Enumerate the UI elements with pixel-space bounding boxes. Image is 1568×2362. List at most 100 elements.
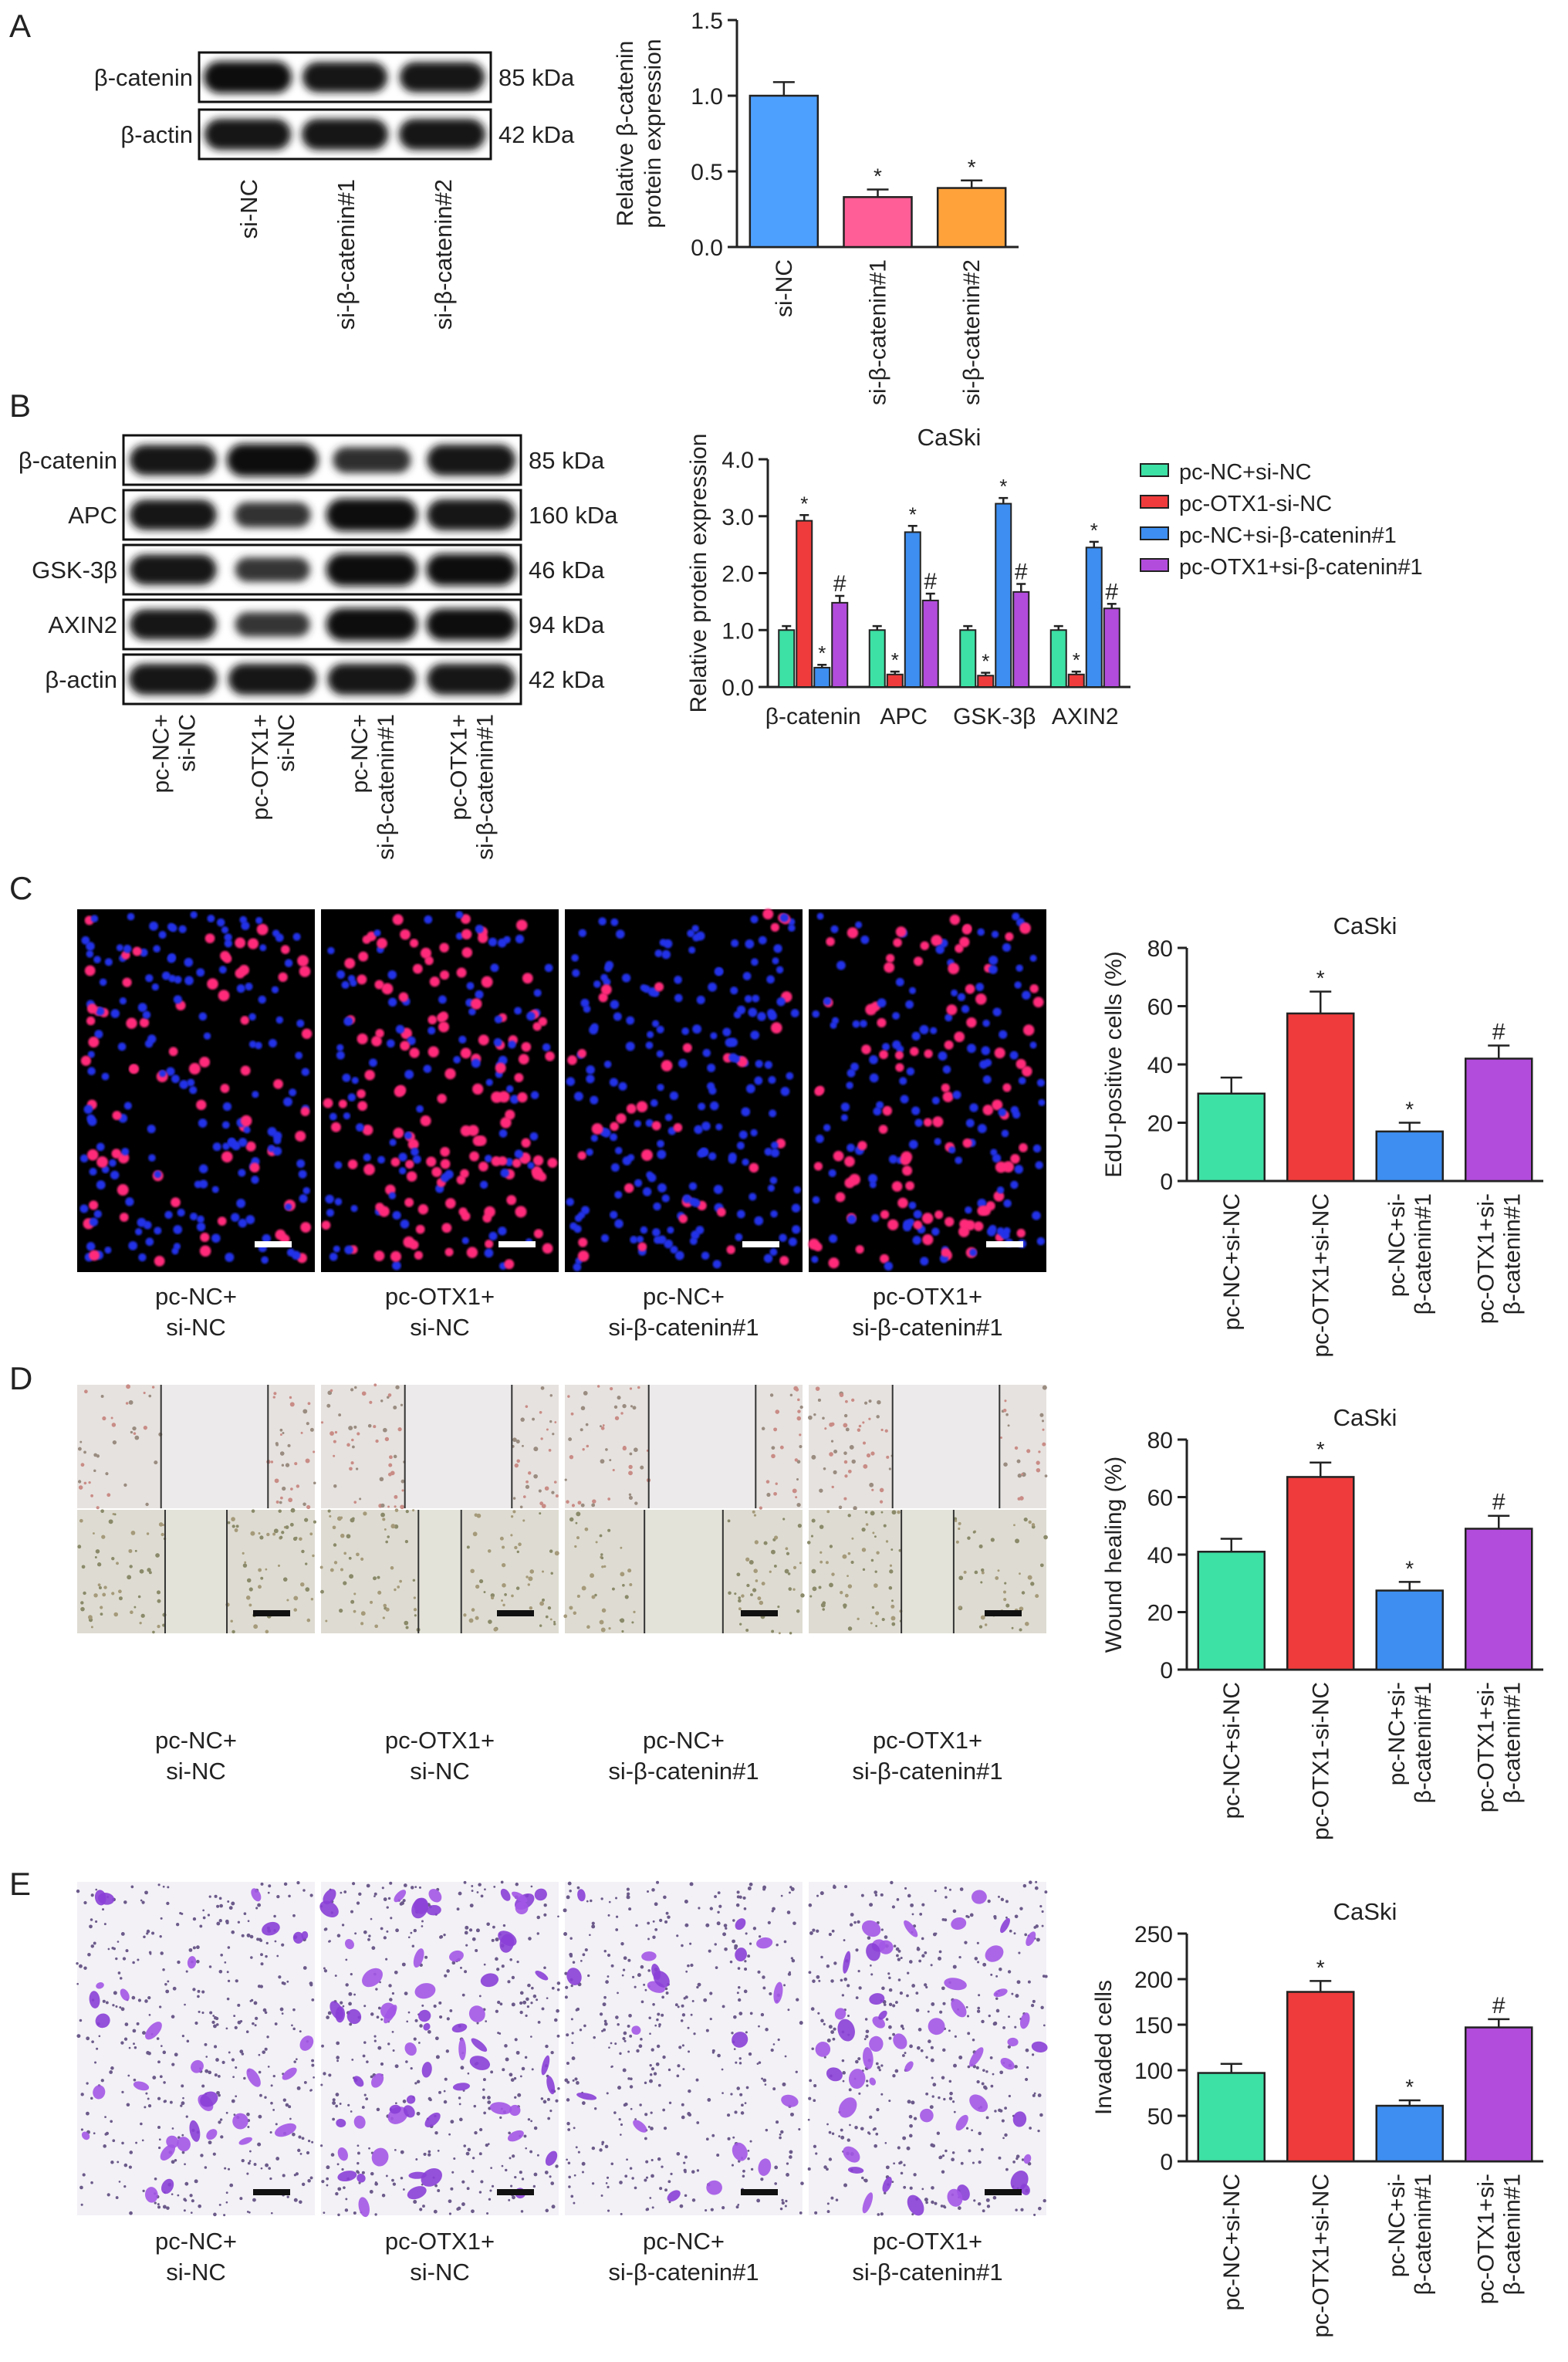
cell-speck [305, 1562, 308, 1565]
nucleus [248, 1041, 257, 1048]
nucleus [203, 1032, 211, 1040]
cell-speck [400, 1479, 405, 1484]
edu-positive-nucleus [533, 1229, 543, 1239]
cell-speck [782, 1518, 786, 1521]
pore-speck [181, 2151, 185, 2154]
cell-speck [231, 1629, 235, 1634]
cell-speck [387, 1505, 390, 1508]
nucleus [533, 989, 542, 997]
pore-speck [982, 2069, 985, 2072]
pore-speck [302, 1966, 307, 1970]
molecular-weight-label: 85 kDa [529, 447, 605, 474]
cell-speck [539, 1512, 542, 1515]
nucleus [325, 1194, 334, 1204]
invaded-cell [507, 2130, 524, 2142]
pore-speck [402, 2100, 407, 2103]
cell-speck [306, 1618, 311, 1623]
pore-speck [490, 2070, 494, 2074]
pore-speck [570, 2194, 574, 2198]
cell-speck [627, 1568, 632, 1573]
blot-band [427, 499, 515, 531]
cell-speck [875, 1611, 880, 1616]
edu-positive-nucleus [222, 954, 232, 963]
pore-speck [475, 1928, 480, 1933]
cell-speck [1038, 1450, 1041, 1453]
cell-speck [1028, 1520, 1032, 1524]
nucleus [1035, 1161, 1043, 1169]
pore-speck [681, 2103, 684, 2107]
pore-speck [590, 1899, 593, 1903]
nucleus [855, 921, 863, 929]
cell-speck [978, 1544, 983, 1548]
pore-speck [1035, 1880, 1038, 1883]
bar [1465, 2026, 1533, 2163]
pore-speck [419, 2208, 423, 2211]
edu-positive-nucleus [878, 1125, 888, 1134]
cell-speck [98, 1586, 102, 1590]
pore-speck [402, 1899, 406, 1903]
invaded-cell [866, 1943, 880, 1961]
pore-speck [816, 1975, 820, 1979]
pore-speck [380, 1927, 384, 1931]
invaded-cell [96, 1982, 104, 1989]
pore-speck [883, 2003, 887, 2006]
nucleus [137, 1217, 147, 1227]
pore-speck [258, 2114, 262, 2119]
pore-speck [608, 1900, 611, 1903]
nucleus [363, 1153, 371, 1162]
significance-mark: * [1405, 2075, 1414, 2099]
nucleus [999, 1030, 1008, 1039]
pore-speck [183, 2209, 186, 2212]
edu-positive-nucleus [295, 1130, 306, 1142]
pore-speck [815, 2152, 818, 2155]
pore-speck [944, 1918, 948, 1922]
nucleus [905, 1000, 914, 1009]
nucleus [145, 1237, 154, 1247]
edu-positive-nucleus [1015, 1058, 1026, 1070]
pore-speck [142, 2031, 146, 2035]
cell-speck [348, 1426, 353, 1431]
cell-speck [128, 1400, 133, 1405]
cell-speck [1036, 1467, 1041, 1473]
y-tick-label: 250 [1134, 1922, 1173, 1947]
cell-speck [140, 1613, 145, 1618]
pore-speck [147, 1995, 151, 2000]
nucleus [342, 1073, 351, 1082]
nucleus [466, 982, 475, 990]
pore-speck [231, 2058, 235, 2062]
pore-speck [321, 2044, 324, 2048]
pore-speck [80, 2203, 83, 2206]
pore-speck [651, 1888, 655, 1892]
pore-speck [117, 2161, 120, 2164]
pore-speck [400, 2176, 404, 2180]
cell-speck [370, 1600, 373, 1604]
pore-speck [915, 2008, 920, 2012]
pore-speck [262, 2050, 266, 2054]
pore-speck [884, 2191, 887, 2194]
nucleus [184, 957, 194, 967]
nucleus [699, 1148, 708, 1156]
panel-label-e: E [9, 1866, 31, 1902]
pore-speck [292, 2008, 296, 2012]
blot-band [235, 612, 310, 637]
nucleus [590, 1095, 599, 1105]
pore-speck [1044, 1890, 1048, 1894]
pore-speck [667, 1915, 671, 1919]
pore-speck [136, 2022, 140, 2025]
pore-speck [603, 2022, 608, 2026]
edu-positive-nucleus [297, 955, 309, 967]
bar [831, 601, 849, 688]
nucleus [196, 1222, 206, 1232]
nucleus [267, 1127, 277, 1136]
edu-positive-nucleus [323, 1098, 333, 1108]
edu-positive-nucleus [506, 1195, 517, 1206]
pore-speck [1019, 1907, 1023, 1910]
cell-speck [282, 1486, 286, 1491]
edu-positive-nucleus [844, 1156, 855, 1167]
cell-speck [634, 1501, 638, 1505]
edu-positive-nucleus [300, 1222, 312, 1233]
invaded-cell [406, 2095, 416, 2104]
pore-speck [930, 2143, 934, 2147]
pore-speck [897, 1978, 901, 1981]
pore-speck [467, 2072, 470, 2075]
